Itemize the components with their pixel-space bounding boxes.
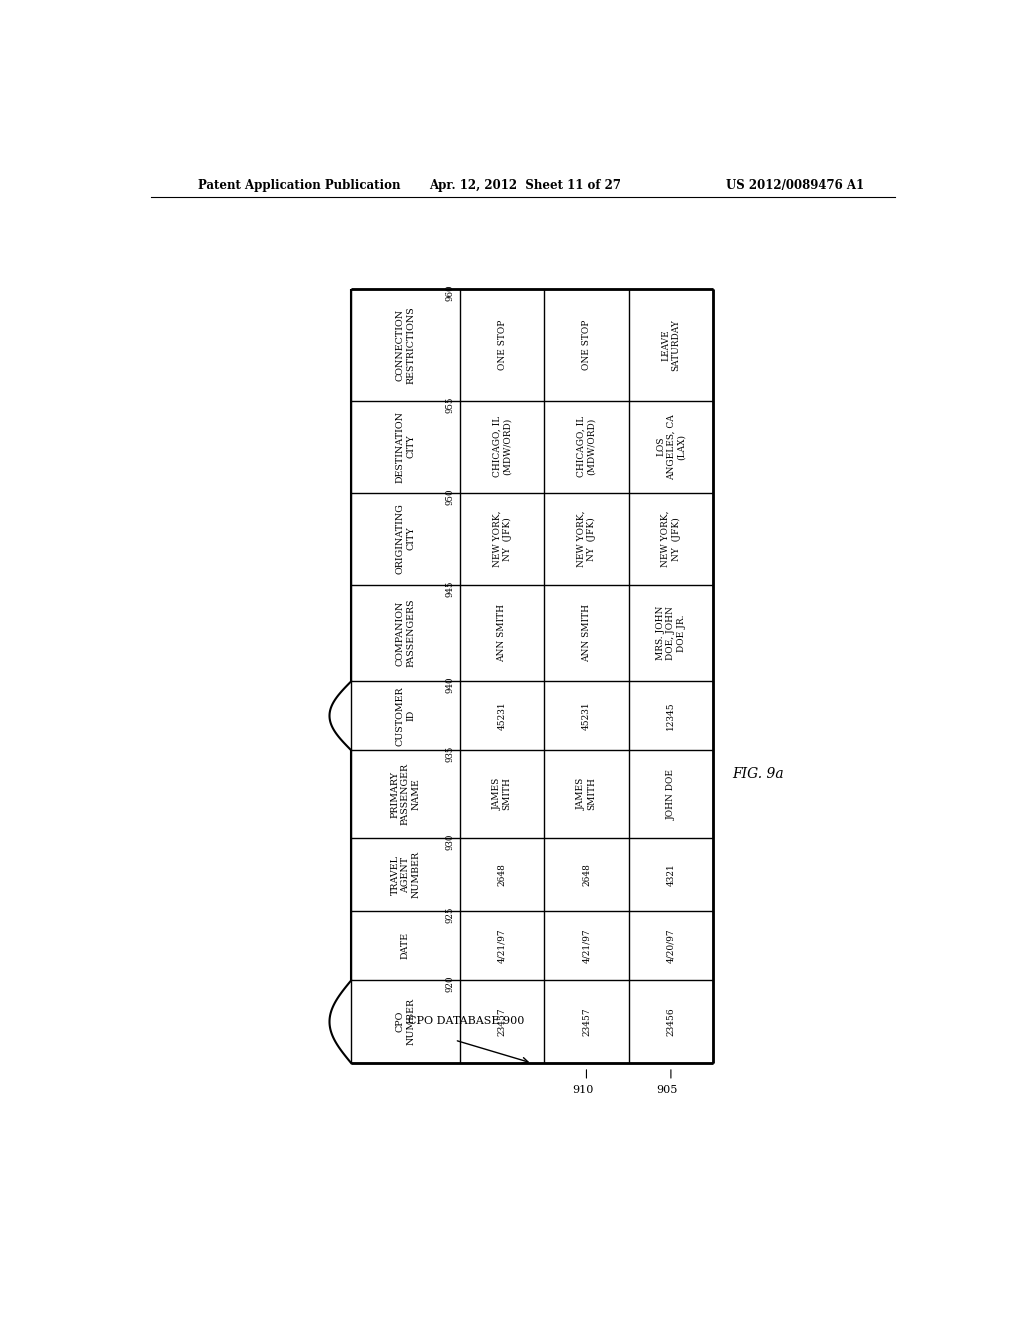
Text: FIG. 9a: FIG. 9a bbox=[732, 767, 784, 781]
Text: 23457: 23457 bbox=[498, 1007, 507, 1036]
Text: NEW YORK,
NY  (JFK): NEW YORK, NY (JFK) bbox=[577, 511, 596, 566]
Text: CPO DATABASE 900: CPO DATABASE 900 bbox=[409, 1016, 524, 1026]
Text: 905: 905 bbox=[656, 1085, 678, 1096]
Text: 945: 945 bbox=[445, 581, 455, 597]
Text: CHICAGO, IL
(MDW/ORD): CHICAGO, IL (MDW/ORD) bbox=[493, 416, 512, 478]
Text: ANN SMITH: ANN SMITH bbox=[582, 605, 591, 661]
Text: CPO
NUMBER: CPO NUMBER bbox=[396, 998, 415, 1045]
Text: CUSTOMER
ID: CUSTOMER ID bbox=[396, 686, 415, 746]
Text: 920: 920 bbox=[445, 975, 455, 993]
Text: PRIMARY
PASSENGER
NAME: PRIMARY PASSENGER NAME bbox=[390, 763, 421, 825]
Text: 950: 950 bbox=[445, 488, 455, 504]
Text: 925: 925 bbox=[445, 907, 455, 924]
Text: JOHN DOE: JOHN DOE bbox=[667, 768, 676, 820]
Text: 23456: 23456 bbox=[667, 1007, 676, 1036]
Text: ONE STOP: ONE STOP bbox=[498, 319, 507, 370]
Text: NEW YORK,
NY  (JFK): NEW YORK, NY (JFK) bbox=[662, 511, 681, 566]
Text: 4/21/97: 4/21/97 bbox=[498, 928, 507, 964]
Text: CHICAGO, IL
(MDW/ORD): CHICAGO, IL (MDW/ORD) bbox=[577, 416, 596, 478]
Text: 45231: 45231 bbox=[498, 701, 507, 730]
Text: Patent Application Publication: Patent Application Publication bbox=[198, 178, 400, 191]
Text: ANN SMITH: ANN SMITH bbox=[498, 605, 507, 661]
Text: 12345: 12345 bbox=[667, 701, 676, 730]
Text: Apr. 12, 2012  Sheet 11 of 27: Apr. 12, 2012 Sheet 11 of 27 bbox=[429, 178, 621, 191]
Text: 960: 960 bbox=[445, 285, 455, 301]
Text: DATE: DATE bbox=[401, 932, 410, 960]
Text: MRS. JOHN
DOE, JOHN
DOE JR.: MRS. JOHN DOE, JOHN DOE JR. bbox=[656, 606, 686, 660]
Text: 930: 930 bbox=[445, 833, 455, 850]
Text: CONNECTION
RESTRICTIONS: CONNECTION RESTRICTIONS bbox=[396, 306, 415, 384]
Text: 940: 940 bbox=[445, 677, 455, 693]
Text: TRAVEL
AGENT
NUMBER: TRAVEL AGENT NUMBER bbox=[390, 851, 421, 898]
Text: US 2012/0089476 A1: US 2012/0089476 A1 bbox=[726, 178, 864, 191]
Text: JAMES
SMITH: JAMES SMITH bbox=[493, 777, 512, 810]
Text: 910: 910 bbox=[571, 1085, 593, 1096]
Text: 4/20/97: 4/20/97 bbox=[667, 928, 676, 964]
Text: NEW YORK,
NY  (JFK): NEW YORK, NY (JFK) bbox=[493, 511, 512, 566]
Text: COMPANION
PASSENGERS: COMPANION PASSENGERS bbox=[396, 599, 415, 668]
Text: 45231: 45231 bbox=[582, 701, 591, 730]
Text: ONE STOP: ONE STOP bbox=[582, 319, 591, 370]
Text: 2648: 2648 bbox=[498, 863, 507, 886]
Text: 4/21/97: 4/21/97 bbox=[582, 928, 591, 964]
Text: LOS
ANGELES, CA
(LAX): LOS ANGELES, CA (LAX) bbox=[656, 413, 686, 479]
Text: ORIGINATING
CITY: ORIGINATING CITY bbox=[396, 503, 415, 574]
Text: LEAVE
SATURDAY: LEAVE SATURDAY bbox=[662, 319, 681, 371]
Text: 23457: 23457 bbox=[582, 1007, 591, 1036]
Text: DESTINATION
CITY: DESTINATION CITY bbox=[396, 411, 415, 483]
Text: 4321: 4321 bbox=[667, 863, 676, 886]
Text: JAMES
SMITH: JAMES SMITH bbox=[577, 777, 596, 810]
Text: 2648: 2648 bbox=[582, 863, 591, 886]
Text: 955: 955 bbox=[445, 396, 455, 413]
Text: 935: 935 bbox=[445, 746, 455, 763]
